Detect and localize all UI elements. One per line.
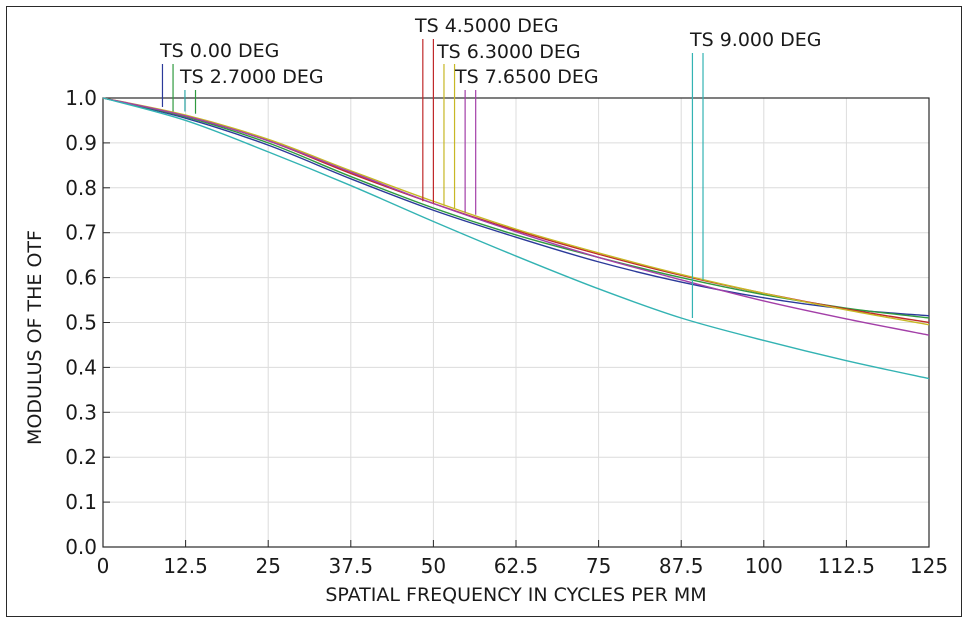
y-tick-label: 0.7 [65, 221, 97, 245]
legend-markers [161, 39, 704, 319]
legend-label: TS 0.00 DEG [159, 40, 279, 62]
y-tick-label: 0.1 [65, 490, 97, 514]
x-tick-label: 75 [586, 554, 611, 578]
legend-label: TS 9.000 DEG [689, 29, 822, 51]
x-tick-label: 37.5 [329, 554, 374, 578]
series-lines [102, 97, 930, 380]
x-tick-labels: 0 12.5 25 37.5 50 62.5 75 87.5 100 112.5 125 [97, 554, 948, 578]
y-tick-label: 0.5 [65, 311, 97, 335]
legend-label: TS 7.6500 DEG [454, 66, 599, 88]
x-tick-label: 62.5 [494, 554, 539, 578]
x-tick-label: 25 [255, 554, 280, 578]
y-tick-label: 0.9 [65, 131, 97, 155]
x-tick-label: 50 [421, 554, 446, 578]
x-tick-label: 0 [97, 554, 110, 578]
y-tick-label: 0.2 [65, 445, 97, 469]
y-tick-label: 0.4 [65, 355, 97, 379]
grid [102, 97, 930, 548]
series-line-4 [102, 97, 930, 336]
y-tick-label: 1.0 [65, 86, 97, 110]
x-tick-label: 125 [910, 554, 948, 578]
series-line-5 [102, 97, 930, 380]
y-tick-label: 0.3 [65, 400, 97, 424]
y-tick-label: 0.8 [65, 176, 97, 200]
x-tick-label: 112.5 [818, 554, 875, 578]
x-axis-label: SPATIAL FREQUENCY IN CYCLES PER MM [325, 584, 706, 606]
y-tick-label: 0.6 [65, 266, 97, 290]
x-tick-label: 100 [745, 554, 783, 578]
y-tick-label: 0.0 [65, 535, 97, 559]
x-tick-label: 12.5 [163, 554, 208, 578]
legend-label: TS 4.5000 DEG [414, 15, 559, 37]
y-axis-label: MODULUS OF THE OTF [24, 230, 46, 445]
y-tick-labels: 0.0 0.1 0.2 0.3 0.4 0.5 0.6 0.7 0.8 0.9 1.0 [65, 86, 97, 559]
legend-label: TS 6.3000 DEG [436, 41, 581, 63]
legend-labels: TS 0.00 DEG TS 2.7000 DEG TS 4.5000 DEG TS … [159, 15, 822, 88]
chart-frame [6, 6, 962, 617]
axis-ticks [102, 97, 930, 548]
series-line-3 [102, 97, 930, 326]
legend-label: TS 2.7000 DEG [179, 66, 324, 88]
series-line-0 [102, 97, 930, 317]
x-tick-label: 87.5 [659, 554, 704, 578]
